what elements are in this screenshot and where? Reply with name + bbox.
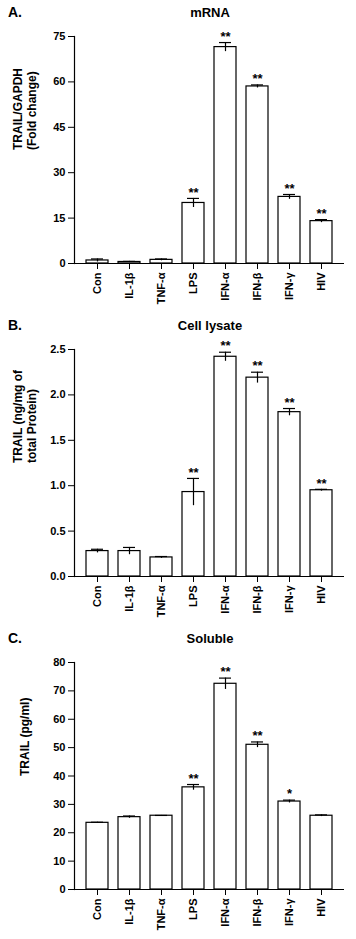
svg-text:**: ** xyxy=(220,664,231,679)
svg-text:IL-1β: IL-1β xyxy=(123,272,135,299)
svg-text:60: 60 xyxy=(53,75,65,87)
html-text:B.: B. xyxy=(8,317,22,333)
svg-text:IFN-α: IFN-α xyxy=(219,898,231,926)
svg-text:*: * xyxy=(287,786,293,801)
svg-text:**: ** xyxy=(316,475,327,490)
svg-text:IFN-γ: IFN-γ xyxy=(283,272,295,300)
svg-text:60: 60 xyxy=(53,713,65,725)
svg-text:75: 75 xyxy=(53,30,65,42)
svg-text:HIV: HIV xyxy=(315,898,327,917)
svg-text:**: ** xyxy=(220,29,231,44)
svg-text:IFN-β: IFN-β xyxy=(251,585,263,613)
svg-text:TNF-α: TNF-α xyxy=(155,585,167,617)
svg-text:IFN-α: IFN-α xyxy=(219,272,231,300)
svg-text:LPS: LPS xyxy=(187,586,199,607)
svg-text:IFN-β: IFN-β xyxy=(251,272,263,300)
svg-text:**: ** xyxy=(188,465,199,480)
svg-text:TRAIL/GAPDH(Fold change): TRAIL/GAPDH(Fold change) xyxy=(11,68,39,150)
svg-text:IFN-γ: IFN-γ xyxy=(283,585,295,613)
svg-text:45: 45 xyxy=(53,121,65,133)
svg-text:IFN-β: IFN-β xyxy=(251,898,263,926)
html-text:A.: A. xyxy=(8,4,22,20)
svg-text:IL-1β: IL-1β xyxy=(123,898,135,925)
svg-text:10: 10 xyxy=(53,855,65,867)
svg-text:0: 0 xyxy=(59,257,65,269)
svg-text:**: ** xyxy=(220,338,231,353)
svg-text:**: ** xyxy=(188,771,199,786)
svg-text:0.0: 0.0 xyxy=(50,570,65,582)
svg-text:TNF-α: TNF-α xyxy=(155,898,167,930)
svg-text:IFN-γ: IFN-γ xyxy=(283,898,295,926)
svg-text:**: ** xyxy=(284,395,295,410)
html-text:Cell lysate: Cell lysate xyxy=(177,318,243,333)
html-text:C.: C. xyxy=(8,630,22,646)
svg-text:TRAIL (pg/ml): TRAIL (pg/ml) xyxy=(18,698,32,776)
svg-text:40: 40 xyxy=(53,770,65,782)
svg-text:**: ** xyxy=(252,71,263,86)
svg-text:TNF-α: TNF-α xyxy=(155,272,167,304)
svg-text:80: 80 xyxy=(53,656,65,668)
svg-text:0: 0 xyxy=(59,883,65,895)
svg-text:**: ** xyxy=(284,181,295,196)
svg-text:**: ** xyxy=(188,185,199,200)
svg-text:**: ** xyxy=(316,206,327,221)
svg-text:LPS: LPS xyxy=(187,899,199,920)
svg-text:1.0: 1.0 xyxy=(50,479,65,491)
svg-text:20: 20 xyxy=(53,826,65,838)
svg-text:15: 15 xyxy=(53,212,65,224)
svg-text:IL-1β: IL-1β xyxy=(123,585,135,612)
svg-text:50: 50 xyxy=(53,741,65,753)
svg-text:70: 70 xyxy=(53,684,65,696)
svg-text:TRAIL (ng/mg oftotal Protein): TRAIL (ng/mg oftotal Protein) xyxy=(11,369,39,463)
svg-text:Con: Con xyxy=(91,585,103,607)
svg-text:**: ** xyxy=(252,358,263,373)
html-text:Soluble: Soluble xyxy=(186,631,234,646)
html-text:mRNA: mRNA xyxy=(190,5,230,20)
svg-text:HIV: HIV xyxy=(315,272,327,291)
svg-text:1.5: 1.5 xyxy=(50,434,65,446)
svg-text:30: 30 xyxy=(53,166,65,178)
svg-text:Con: Con xyxy=(91,272,103,294)
svg-text:2.5: 2.5 xyxy=(50,343,65,355)
svg-text:Con: Con xyxy=(91,898,103,920)
svg-text:IFN-α: IFN-α xyxy=(219,585,231,613)
svg-text:LPS: LPS xyxy=(187,273,199,294)
svg-text:2.0: 2.0 xyxy=(50,388,65,400)
svg-text:0.5: 0.5 xyxy=(50,525,65,537)
svg-text:30: 30 xyxy=(53,798,65,810)
svg-text:HIV: HIV xyxy=(315,585,327,604)
svg-text:**: ** xyxy=(252,728,263,743)
